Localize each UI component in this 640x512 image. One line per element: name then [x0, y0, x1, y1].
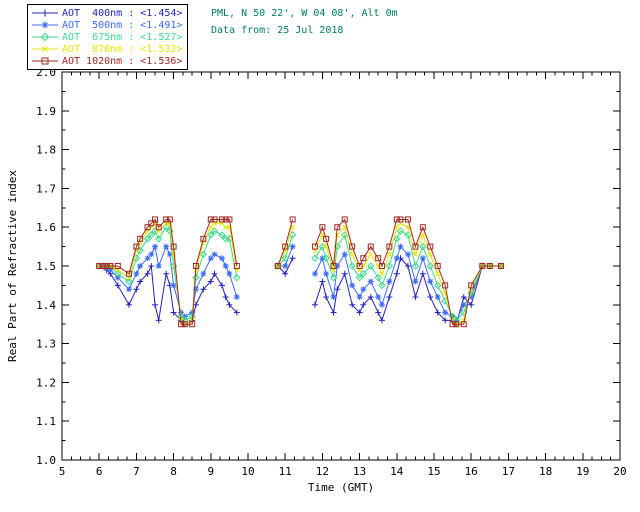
svg-text:7: 7: [133, 465, 140, 478]
axis-tick-labels: 5 6 7 8 9 10 11 12 13 14 15 16 17 18 19 20 1.0 1.1 1.2 1.3 1…: [36, 66, 627, 478]
legend-label: AOT 1020nm : <1.536>: [62, 55, 183, 67]
svg-text:1.0: 1.0: [36, 454, 56, 467]
legend-label: AOT 870nm : <1.532>: [62, 43, 183, 55]
svg-text:19: 19: [576, 465, 589, 478]
svg-text:12: 12: [316, 465, 329, 478]
legend-entry: AOT 675nm : <1.527>: [30, 31, 182, 43]
asterisk-marker-icon: [32, 21, 58, 29]
diamond-marker-icon: [32, 32, 58, 42]
header-location: PML, N 50 22', W 04 08', Alt 0m: [211, 8, 398, 19]
svg-text:6: 6: [96, 465, 103, 478]
svg-text:18: 18: [539, 465, 552, 478]
svg-text:10: 10: [241, 465, 254, 478]
plus-marker-icon: [32, 9, 58, 17]
svg-text:11: 11: [279, 465, 292, 478]
svg-text:1.9: 1.9: [36, 105, 56, 118]
legend-box: AOT 400nm : <1.454> AOT 500nm : <1.491> AO…: [27, 4, 189, 70]
svg-text:1.3: 1.3: [36, 338, 56, 351]
legend-label: AOT 400nm : <1.454>: [62, 7, 183, 19]
svg-text:1.4: 1.4: [36, 299, 56, 312]
svg-text:5: 5: [59, 465, 66, 478]
svg-text:1.8: 1.8: [36, 144, 56, 157]
cross-marker-icon: [32, 46, 58, 52]
svg-text:20: 20: [613, 465, 626, 478]
series-aot-400nm: [96, 255, 504, 328]
legend-label: AOT 675nm : <1.527>: [62, 31, 183, 43]
legend-entry: AOT 870nm : <1.532>: [30, 43, 182, 55]
legend-entry: AOT 500nm : <1.491>: [30, 19, 182, 31]
svg-text:13: 13: [353, 465, 366, 478]
svg-text:1.5: 1.5: [36, 260, 56, 273]
svg-text:1.7: 1.7: [36, 182, 56, 195]
square-marker-icon: [32, 57, 58, 65]
svg-text:1.6: 1.6: [36, 221, 56, 234]
svg-text:1.2: 1.2: [36, 376, 56, 389]
y-axis-label: Real Part of Refractive index: [6, 170, 19, 362]
series-aot-1020nm: [96, 216, 504, 328]
svg-text:1.1: 1.1: [36, 415, 56, 428]
legend-entry: AOT 1020nm : <1.536>: [30, 55, 182, 67]
legend-label: AOT 500nm : <1.491>: [62, 19, 183, 31]
svg-text:16: 16: [465, 465, 478, 478]
svg-text:17: 17: [502, 465, 515, 478]
svg-text:8: 8: [170, 465, 177, 478]
svg-text:14: 14: [390, 465, 404, 478]
svg-text:9: 9: [207, 465, 214, 478]
header-date: Data from: 25 Jul 2018: [211, 25, 344, 36]
legend-entry: AOT 400nm : <1.454>: [30, 7, 182, 19]
plot-frame: [61, 71, 621, 461]
svg-text:15: 15: [427, 465, 440, 478]
x-axis-label: Time (GMT): [308, 481, 374, 494]
plot-header: PML, N 50 22', W 04 08', Alt 0m Data fro…: [211, 5, 398, 39]
